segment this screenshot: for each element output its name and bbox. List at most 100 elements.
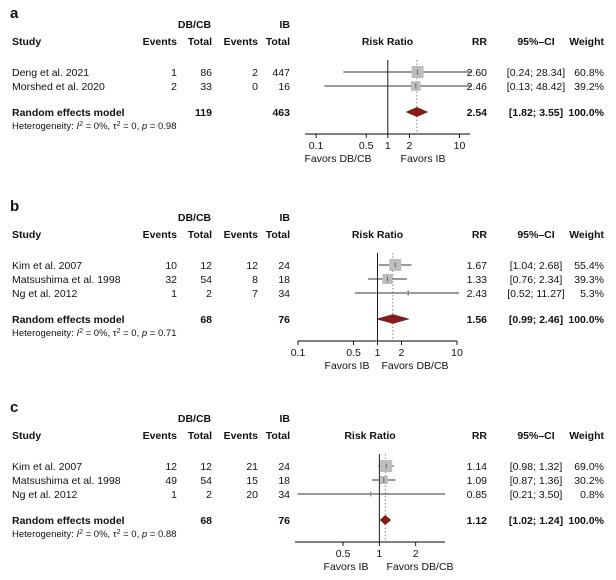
heterogeneity-part: = 0,	[120, 529, 141, 540]
header-group2: IB	[280, 19, 291, 31]
x-tick-label: 0.5	[346, 347, 361, 359]
total-2: 18	[278, 475, 290, 487]
rr-value: 1.67	[467, 260, 488, 272]
x-tick-label: 1	[376, 548, 382, 560]
ci-value: [0.21; 3.50]	[510, 489, 563, 501]
weight-value: 55.4%	[574, 260, 604, 272]
x-tick-label: 2	[406, 140, 412, 152]
heterogeneity-part: = 0.71	[147, 328, 176, 339]
weight-value: 69.0%	[574, 461, 604, 473]
pooled-total-1: 119	[195, 107, 212, 119]
events-2: 21	[246, 461, 258, 473]
pooled-diamond	[405, 107, 429, 117]
header-rr: RR	[472, 36, 488, 48]
pooled-total-2: 76	[278, 314, 290, 326]
superscript: 2	[117, 121, 121, 128]
header-events-2: Events	[224, 430, 259, 442]
pooled-ci: [1.02; 1.24]	[509, 515, 563, 527]
pooled-label: Random effects model	[12, 515, 125, 527]
ci-value: [0.87; 1.36]	[510, 475, 563, 487]
pooled-total-1: 68	[200, 314, 212, 326]
pooled-total-2: 463	[272, 107, 290, 119]
total-1: 12	[200, 260, 212, 272]
study-name: Ng et al. 2012	[12, 489, 78, 501]
events-2: 7	[252, 288, 258, 300]
panel-label: b	[10, 198, 19, 215]
header-risk-ratio: Risk Ratio	[362, 36, 413, 48]
superscript: 2	[117, 328, 121, 335]
panel-label: a	[10, 5, 19, 22]
header-total-1: Total	[188, 229, 212, 241]
rr-value: 1.09	[467, 475, 488, 487]
panel-label: c	[10, 399, 18, 416]
heterogeneity-part: p	[141, 529, 147, 540]
total-2: 447	[272, 67, 290, 79]
pooled-rr: 1.12	[467, 515, 488, 527]
events-1: 49	[165, 475, 177, 487]
ci-value: [0.13; 48.42]	[507, 81, 565, 93]
total-2: 34	[278, 288, 290, 300]
events-1: 12	[165, 461, 177, 473]
study-name: Kim et al. 2007	[12, 461, 82, 473]
heterogeneity-text: Heterogeneity: I2 = 0%, τ2 = 0, p = 0.88	[12, 529, 177, 541]
heterogeneity-part: p	[141, 328, 147, 339]
events-2: 8	[252, 274, 258, 286]
events-1: 32	[165, 274, 177, 286]
ci-value: [0.76; 2.34]	[510, 274, 563, 286]
events-1: 1	[171, 489, 177, 501]
heterogeneity-part: = 0.98	[147, 121, 176, 132]
ci-value: [1.04; 2.68]	[510, 260, 563, 272]
heterogeneity-part: Heterogeneity:	[12, 529, 76, 540]
pooled-ci: [0.99; 2.46]	[509, 314, 563, 326]
heterogeneity-text: Heterogeneity: I2 = 0%, τ2 = 0, p = 0.98	[12, 121, 177, 133]
study-name: Kim et al. 2007	[12, 260, 82, 272]
weight-value: 30.2%	[574, 475, 604, 487]
study-name: Matsushima et al. 1998	[12, 475, 121, 487]
weight-value: 60.8%	[574, 67, 604, 79]
pooled-diamond	[376, 314, 410, 324]
header-total-2: Total	[266, 36, 290, 48]
pooled-weight: 100.0%	[568, 314, 604, 326]
header-events-1: Events	[143, 430, 178, 442]
events-1: 2	[171, 81, 177, 93]
x-tick-label: 1	[385, 140, 391, 152]
header-ci: 95%–CI	[517, 36, 554, 48]
favors-left-label: Favors DB/CB	[304, 153, 371, 165]
superscript: 2	[79, 121, 83, 128]
pooled-total-2: 76	[278, 515, 290, 527]
study-name: Ng et al. 2012	[12, 288, 78, 300]
header-risk-ratio: Risk Ratio	[352, 229, 403, 241]
heterogeneity-part: = 0%, τ	[83, 121, 117, 132]
rr-value: 2.43	[467, 288, 488, 300]
total-1: 33	[200, 81, 212, 93]
weight-value: 5.3%	[580, 288, 604, 300]
header-ci: 95%–CI	[517, 229, 554, 241]
pooled-label: Random effects model	[12, 107, 125, 119]
header-study: Study	[12, 36, 41, 48]
events-2: 0	[252, 81, 258, 93]
total-2: 16	[278, 81, 290, 93]
superscript: 2	[79, 529, 83, 536]
events-1: 1	[171, 288, 177, 300]
pooled-label: Random effects model	[12, 314, 125, 326]
superscript: 2	[117, 529, 121, 536]
header-study: Study	[12, 430, 41, 442]
header-events-2: Events	[224, 229, 259, 241]
rr-value: 0.85	[467, 489, 488, 501]
ci-value: [0.52; 11.27]	[507, 288, 565, 300]
total-2: 24	[278, 260, 290, 272]
x-tick-label: 0.5	[336, 548, 351, 560]
x-tick-label: 0.1	[291, 347, 306, 359]
heterogeneity-part: = 0%, τ	[83, 529, 117, 540]
favors-right-label: Favors DB/CB	[381, 360, 448, 372]
header-group1: DB/CB	[178, 413, 212, 425]
heterogeneity-part: = 0,	[120, 121, 141, 132]
pooled-rr: 2.54	[467, 107, 488, 119]
pooled-weight: 100.0%	[568, 107, 604, 119]
pooled-weight: 100.0%	[568, 515, 604, 527]
x-tick-label: 1	[375, 347, 381, 359]
study-name: Matsushima et al. 1998	[12, 274, 121, 286]
header-total-2: Total	[266, 229, 290, 241]
x-tick-label: 2	[413, 548, 419, 560]
